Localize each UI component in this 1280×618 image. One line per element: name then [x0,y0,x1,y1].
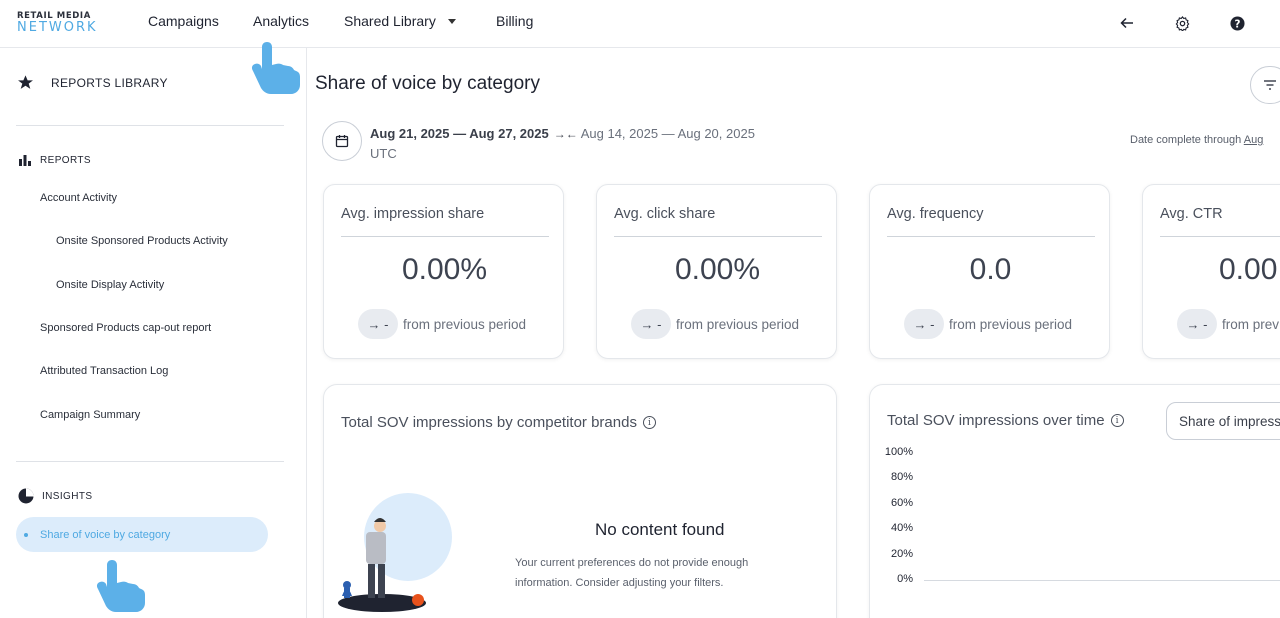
sidebar-divider [16,461,284,462]
sidebar-item-onsite-sponsored-products-activity[interactable]: Onsite Sponsored Products Activity [56,235,228,247]
reports-section-header: REPORTS [18,154,91,166]
logo-line2: NETWORK [17,19,98,35]
trend-chip: → - [1177,309,1217,339]
sov-over-time-title: Total SOV impressions over time i [887,412,1124,429]
kpi-comparison: → - from previous period [904,309,1072,339]
sov-over-time-panel: Total SOV impressions over time i [869,384,1280,618]
empty-state-description: Your current preferences do not provide … [515,557,749,589]
top-navigation-bar: RETAIL MEDIA NETWORK Campaigns Analytics… [0,0,1280,48]
info-icon[interactable]: i [1110,414,1124,427]
sidebar: REPORTS LIBRARY REPORTS Account Activity… [0,48,307,618]
y-axis-tick: 0% [897,573,913,585]
trend-chip: → - [904,309,944,339]
logo-line1: RETAIL MEDIA [17,11,91,21]
kpi-value: 0.00% [401,253,488,286]
kpi-title: Avg. CTR [1160,206,1223,222]
previous-date-range: Aug 14, 2025 — Aug 20, 2025 [580,126,755,141]
kpi-card-impression-share: Avg. impression share 0.00% → - from pre… [323,184,564,359]
y-axis-tick: 40% [890,522,913,534]
nav-shared-library-label: Shared Library [344,13,436,29]
sidebar-item-campaign-summary[interactable]: Campaign Summary [40,409,141,421]
insights-section-label: INSIGHTS [42,490,93,502]
kpi-card-click-share: Avg. click share 0.00% → - from previous… [596,184,837,359]
trend-chip: → - [358,309,398,339]
kpi-comparison-label: from previous period [949,316,1073,332]
bar-chart-icon [19,155,31,166]
date-range[interactable]: Aug 21, 2025 — Aug 27, 2025 →← Aug 14, 202… [370,126,755,141]
kpi-comparison-label: from previous period [403,316,527,332]
settings-button[interactable] [1171,12,1193,34]
empty-state-title: No content found [595,520,725,539]
kpi-divider [341,236,549,237]
kpi-comparison: → - from previous period [358,309,526,339]
timezone-label: UTC [370,146,397,161]
nav-campaigns[interactable]: Campaigns [148,13,219,29]
arrow-back-icon [1120,17,1133,29]
kpi-divider [1160,236,1280,237]
hand-pointer-icon [96,560,145,612]
x-axis-baseline [924,580,1280,581]
sidebar-divider [16,125,284,126]
active-dot-icon [24,532,28,537]
info-icon[interactable]: i [642,416,656,429]
hand-pointer-icon [251,42,300,94]
calendar-icon [335,135,349,148]
filter-icon [1264,80,1276,90]
reports-library-link[interactable]: REPORTS LIBRARY [17,74,168,91]
date-complete-note: Date complete through Aug [1130,134,1263,146]
kpi-comparison: → - from prev [1177,309,1279,339]
sidebar-item-share-of-voice[interactable]: Share of voice by category [16,517,268,552]
kpi-value: 0.00% [674,253,761,286]
kpi-title: Avg. impression share [341,206,485,222]
filter-button[interactable] [1250,66,1280,104]
date-picker-button[interactable] [322,121,362,161]
sidebar-item-onsite-display-activity[interactable]: Onsite Display Activity [56,279,165,291]
competitor-brands-title: Total SOV impressions by competitor bran… [341,414,656,431]
kpi-comparison: → - from previous period [631,309,799,339]
nav-analytics[interactable]: Analytics [253,13,310,29]
nav-billing[interactable]: Billing [496,13,534,29]
kpi-title: Avg. frequency [887,206,984,222]
gear-icon [1175,15,1189,31]
date-complete-label: Date complete through [1130,134,1242,146]
y-axis-tick: 80% [890,471,913,483]
pie-chart-icon [18,488,34,504]
empty-state-illustration [338,493,452,612]
y-axis-tick: 20% [890,548,913,560]
kpi-title: Avg. click share [614,206,716,222]
sidebar-item-sponsored-products-cap-out[interactable]: Sponsored Products cap-out report [40,322,212,334]
kpi-comparison-label: from prev [1222,316,1280,332]
kpi-divider [887,236,1095,237]
nav-shared-library[interactable]: Shared Library [344,13,456,29]
kpi-value: 0.00 [1219,253,1278,286]
retail-media-network-logo[interactable]: RETAIL MEDIA NETWORK [17,12,98,34]
help-icon: ? [1229,15,1245,31]
kpi-card-frequency: Avg. frequency 0.0 → - from previous per… [869,184,1110,359]
y-axis-tick: 100% [884,446,913,458]
svg-text:?: ? [1234,18,1240,30]
kpi-value: 0.0 [969,253,1012,286]
date-complete-link[interactable]: Aug [1243,134,1264,146]
kpi-comparison-label: from previous period [676,316,800,332]
y-axis-tick: 60% [890,497,913,509]
back-button[interactable] [1116,12,1138,34]
reports-section-label: REPORTS [40,154,91,166]
insights-section-header: INSIGHTS [18,488,92,504]
chevron-down-icon [447,19,456,24]
help-button[interactable]: ? [1226,12,1248,34]
page-title: Share of voice by category [315,73,540,94]
kpi-divider [614,236,822,237]
metric-select[interactable]: Share of impress [1166,402,1280,440]
star-icon [18,75,33,89]
reports-library-label: REPORTS LIBRARY [51,75,168,90]
trend-chip: → - [631,309,671,339]
compare-arrows-icon: →← [553,127,578,141]
sov-over-time-title-text: Total SOV impressions over time [887,412,1105,429]
current-date-range: Aug 21, 2025 — Aug 27, 2025 [370,126,549,141]
sidebar-item-account-activity[interactable]: Account Activity [40,192,118,204]
sidebar-item-share-of-voice-label: Share of voice by category [40,528,171,541]
kpi-card-ctr: Avg. CTR 0.00 → - from prev [1142,184,1280,359]
competitor-brands-title-text: Total SOV impressions by competitor bran… [341,414,637,431]
sidebar-item-attributed-transaction-log[interactable]: Attributed Transaction Log [40,365,169,377]
